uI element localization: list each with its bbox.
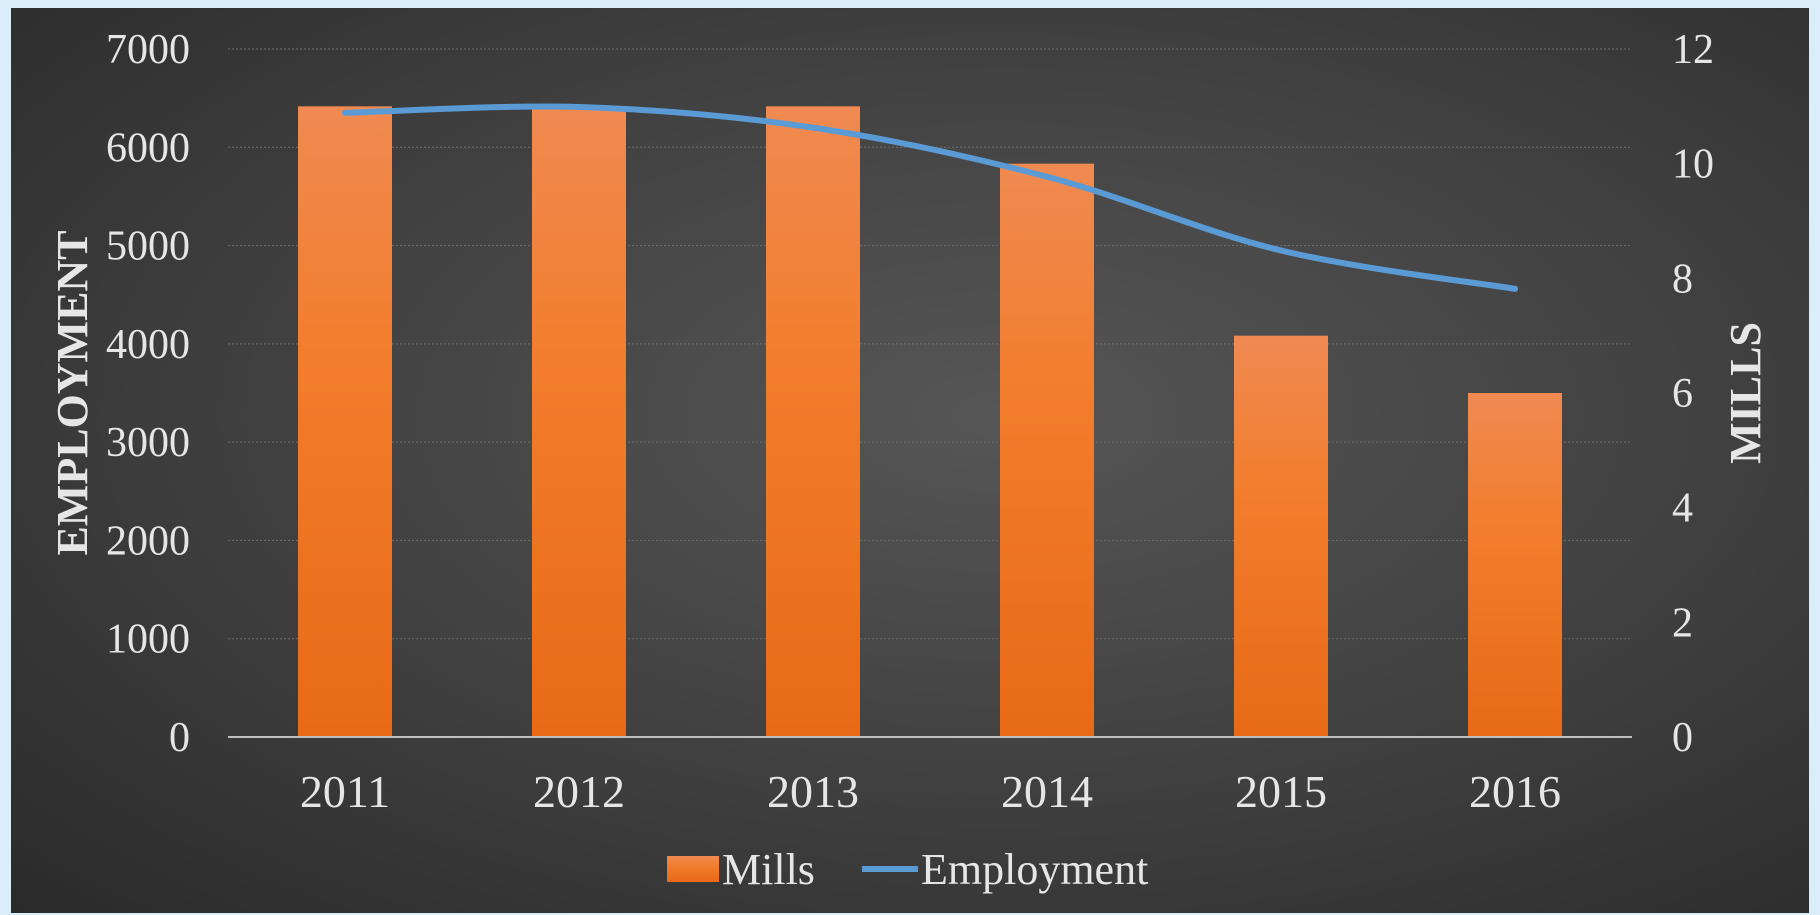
y-tick-label: 2000 [106,518,190,564]
y-axis-right-ticks: 0 2 4 6 8 10 12 [1672,27,1714,761]
bar-mills-2015 [1234,335,1328,737]
x-tick-label: 2015 [1235,766,1327,817]
y-axis-right-title: MILLS [1721,322,1770,464]
legend-swatch-mills [667,856,719,882]
y-axis-left-ticks: 0 1000 2000 3000 4000 5000 6000 7000 [106,27,190,761]
x-tick-label: 2011 [300,766,390,817]
bar-mills-2012 [532,106,626,738]
y2-tick-label: 10 [1672,142,1714,188]
point-employment-2014 [1044,173,1050,180]
x-tick-label: 2014 [1001,766,1093,817]
y-axis-left-title: EMPLOYMENT [48,230,97,555]
bar-mills-2014 [1000,163,1094,737]
line-employment [342,103,1518,292]
y-tick-label: 4000 [106,322,190,368]
point-employment-2015 [1278,247,1284,254]
bar-mills-2013 [766,106,860,738]
line-employment-path [342,103,1518,292]
y2-tick-label: 2 [1672,600,1693,646]
y2-tick-label: 8 [1672,256,1693,302]
point-employment-2016 [1512,285,1518,292]
y-tick-label: 7000 [106,27,190,73]
y-tick-label: 3000 [106,420,190,466]
gridlines [228,48,1632,640]
x-axis-ticks: 2011 2012 2013 2014 2015 2016 [300,766,1561,817]
y-tick-label: 0 [169,715,190,761]
x-tick-label: 2016 [1469,766,1561,817]
legend-label-mills: Mills [722,845,815,894]
y-tick-label: 5000 [106,224,190,270]
bar-mills-2011 [298,106,392,738]
legend: Mills Employment [667,845,1148,894]
y2-tick-label: 4 [1672,486,1693,532]
x-tick-label: 2012 [533,766,625,817]
y2-tick-label: 6 [1672,371,1693,417]
y-tick-label: 6000 [106,125,190,171]
x-tick-label: 2013 [767,766,859,817]
bar-mills-2016 [1468,393,1562,737]
point-employment-2011 [342,109,348,116]
bars-mills [298,106,1562,738]
y2-tick-label: 0 [1672,715,1693,761]
legend-label-employment: Employment [921,845,1148,894]
point-employment-2013 [810,124,816,131]
point-employment-2012 [576,103,582,110]
y-tick-label: 1000 [106,617,190,663]
y2-tick-label: 12 [1672,27,1714,73]
